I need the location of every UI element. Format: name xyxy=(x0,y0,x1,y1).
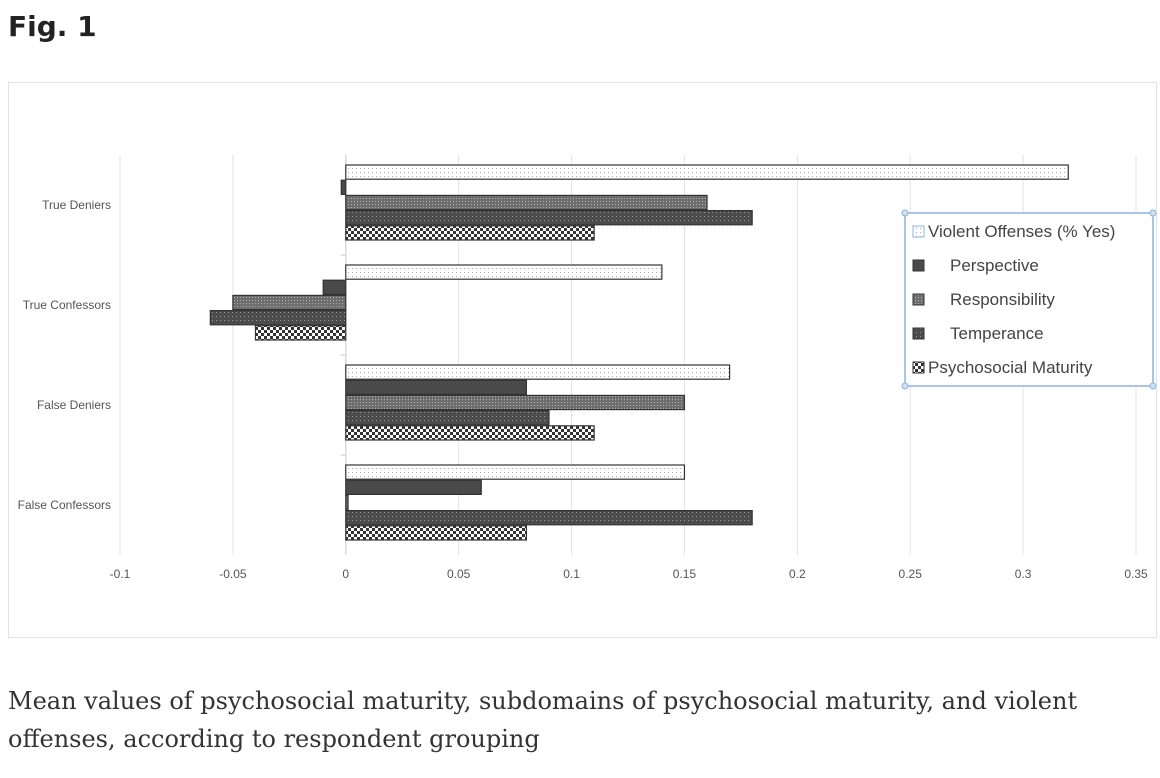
bar-temperance xyxy=(345,510,753,526)
bar-temperance xyxy=(209,310,347,326)
bar-psychosocial-maturity xyxy=(345,425,595,441)
x-tick-label: 0.35 xyxy=(1124,567,1148,581)
legend-swatch xyxy=(912,225,925,238)
legend-handle xyxy=(901,382,909,390)
legend-label: Psychosocial Maturity xyxy=(928,358,1093,377)
x-tick-label: -0.1 xyxy=(110,567,131,581)
bar-responsibility xyxy=(345,394,686,411)
legend-swatch xyxy=(912,327,925,340)
y-category-label: True Confessors xyxy=(23,298,111,312)
legend-label: Temperance xyxy=(950,324,1044,343)
x-tick-label: 0.2 xyxy=(789,567,806,581)
legend-handle xyxy=(901,209,909,217)
bar-perspective xyxy=(322,279,347,296)
x-tick-label: 0.3 xyxy=(1015,567,1032,581)
bar-psychosocial-maturity xyxy=(345,525,527,541)
bar-perspective xyxy=(340,179,347,195)
bar-perspective xyxy=(345,479,482,496)
bar-temperance xyxy=(345,410,550,426)
bar-responsibility xyxy=(232,294,347,311)
bar-perspective xyxy=(345,379,527,396)
bar-violent-offenses-yes- xyxy=(345,164,1069,180)
x-tick-label: 0.15 xyxy=(673,567,697,581)
x-tick-label: -0.05 xyxy=(219,567,247,581)
bar-responsibility xyxy=(345,494,349,511)
legend-box xyxy=(904,212,1154,387)
bar-psychosocial-maturity xyxy=(345,225,595,241)
bar-chart: -0.1 -0.05 0 0.05 0.1 0.15 0.2 0.25 0.3 0.35 True … xyxy=(18,155,1157,581)
y-category-label: False Confessors xyxy=(18,498,111,512)
figure-label: Fig. 1 xyxy=(8,10,97,43)
x-tick-label: 0.25 xyxy=(899,567,923,581)
x-tick-label: 0 xyxy=(342,567,349,581)
legend-label: Responsibility xyxy=(950,290,1055,309)
legend-handle xyxy=(1149,382,1157,390)
y-category-label: True Deniers xyxy=(42,198,111,212)
bar-violent-offenses-yes- xyxy=(345,264,663,280)
legend-label: Violent Offenses (% Yes) xyxy=(928,222,1115,241)
chart-frame xyxy=(8,82,1157,638)
legend-swatch xyxy=(912,293,925,306)
bar-violent-offenses-yes- xyxy=(345,364,731,380)
legend-label: Perspective xyxy=(950,256,1039,275)
legend-handle xyxy=(1149,209,1157,217)
legend-swatch xyxy=(912,361,925,374)
x-tick-label: 0.05 xyxy=(447,567,471,581)
bar-responsibility xyxy=(345,194,708,211)
bar-violent-offenses-yes- xyxy=(345,464,686,480)
x-tick-label: 0.1 xyxy=(563,567,580,581)
legend-swatch xyxy=(912,259,925,272)
bar-psychosocial-maturity xyxy=(254,325,347,341)
y-category-label: False Deniers xyxy=(37,398,111,412)
bar-temperance xyxy=(345,210,753,226)
figure-caption: Mean values of psychosocial maturity, su… xyxy=(8,687,1078,753)
